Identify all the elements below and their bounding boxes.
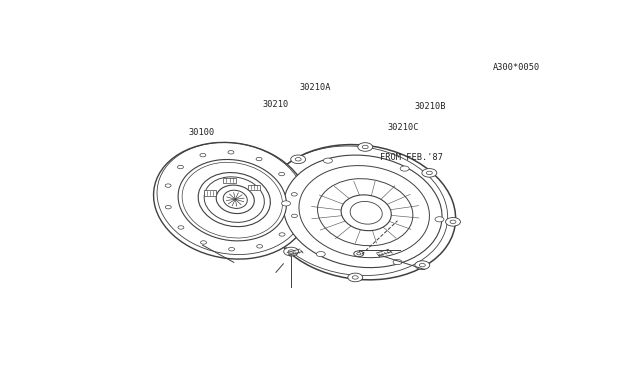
Circle shape xyxy=(323,158,332,163)
Ellipse shape xyxy=(317,179,413,246)
Ellipse shape xyxy=(154,142,309,259)
Circle shape xyxy=(362,145,368,149)
Circle shape xyxy=(316,251,325,257)
Circle shape xyxy=(422,169,436,177)
Circle shape xyxy=(426,171,433,174)
Circle shape xyxy=(256,157,262,161)
Circle shape xyxy=(278,172,285,176)
Circle shape xyxy=(165,205,172,209)
Circle shape xyxy=(291,155,306,164)
Circle shape xyxy=(435,217,444,222)
Circle shape xyxy=(348,273,363,282)
Text: 30210: 30210 xyxy=(263,100,289,109)
Ellipse shape xyxy=(265,145,456,280)
Circle shape xyxy=(291,214,298,218)
Ellipse shape xyxy=(216,185,254,214)
Ellipse shape xyxy=(198,173,270,227)
Circle shape xyxy=(177,165,184,169)
Circle shape xyxy=(419,263,426,267)
Circle shape xyxy=(358,143,372,151)
Circle shape xyxy=(200,153,206,157)
Circle shape xyxy=(284,247,299,256)
Circle shape xyxy=(415,261,429,269)
Circle shape xyxy=(356,253,361,255)
FancyBboxPatch shape xyxy=(248,185,260,190)
Ellipse shape xyxy=(223,190,247,208)
Text: 30210A: 30210A xyxy=(300,83,332,92)
Circle shape xyxy=(288,250,294,253)
Ellipse shape xyxy=(204,177,264,222)
Circle shape xyxy=(291,193,297,196)
Circle shape xyxy=(445,218,460,226)
Circle shape xyxy=(165,184,171,187)
Circle shape xyxy=(295,158,301,161)
Circle shape xyxy=(393,260,402,264)
Circle shape xyxy=(400,166,409,171)
Text: 30210B: 30210B xyxy=(415,102,446,111)
Ellipse shape xyxy=(284,155,442,267)
Text: A300*0050: A300*0050 xyxy=(493,63,540,72)
Ellipse shape xyxy=(341,195,391,231)
Circle shape xyxy=(200,241,207,244)
FancyBboxPatch shape xyxy=(204,190,216,196)
Circle shape xyxy=(279,233,285,236)
Circle shape xyxy=(264,201,271,204)
Circle shape xyxy=(260,198,275,207)
Text: 30210C: 30210C xyxy=(388,122,419,132)
Circle shape xyxy=(450,220,456,224)
Circle shape xyxy=(352,276,358,279)
Circle shape xyxy=(282,201,291,206)
Ellipse shape xyxy=(178,160,287,241)
Circle shape xyxy=(178,226,184,229)
Circle shape xyxy=(228,151,234,154)
Text: 30100: 30100 xyxy=(188,128,214,137)
FancyBboxPatch shape xyxy=(223,178,236,183)
Text: FROM FEB.'87: FROM FEB.'87 xyxy=(380,153,443,162)
Circle shape xyxy=(228,247,235,251)
Circle shape xyxy=(354,251,364,257)
Circle shape xyxy=(257,245,262,248)
Ellipse shape xyxy=(350,201,382,224)
Ellipse shape xyxy=(299,166,429,258)
